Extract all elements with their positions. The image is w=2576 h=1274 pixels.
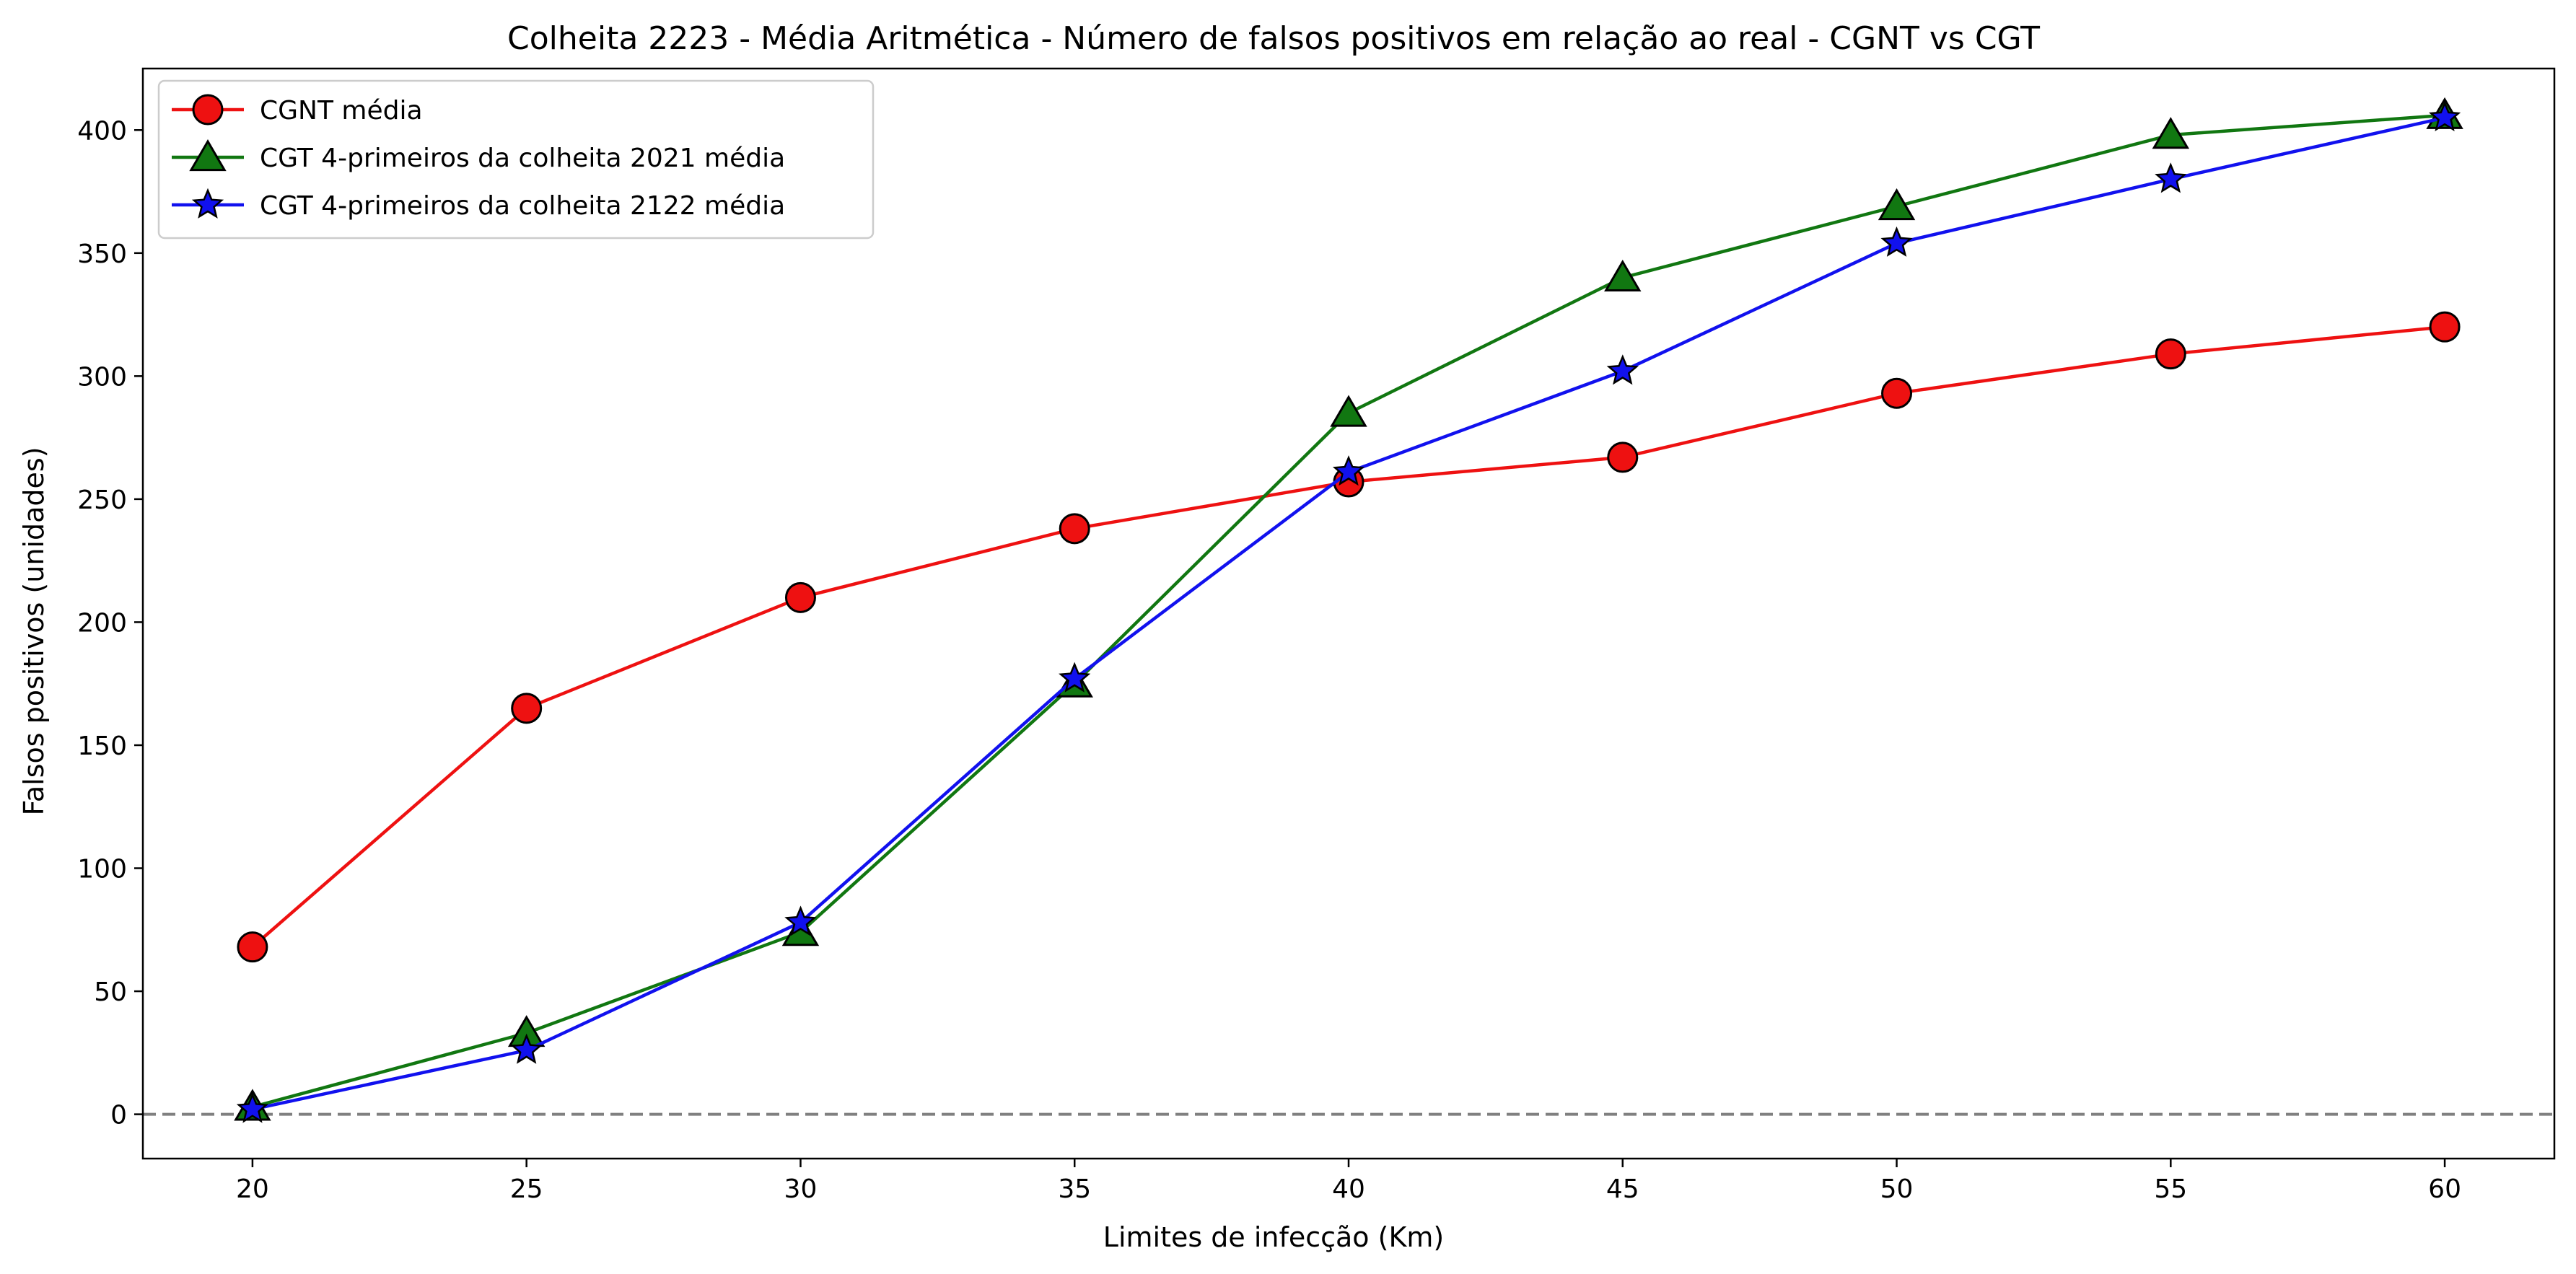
y-tick-label: 50 [94, 978, 127, 1007]
x-tick-label: 55 [2154, 1174, 2187, 1204]
data-point [1607, 441, 1639, 473]
x-tick-label: 35 [1058, 1174, 1091, 1204]
legend-item: CGNT média [172, 94, 423, 126]
data-point [2152, 117, 2190, 149]
data-point [2155, 338, 2186, 370]
y-tick-label: 0 [110, 1101, 127, 1130]
data-point [237, 931, 268, 963]
axis-ticks: 20 25 30 35 40 45 50 55 60 0 50 100 150 200 250 300 350 4… [77, 116, 2461, 1204]
x-tick-label: 60 [2428, 1174, 2461, 1204]
data-point [1604, 259, 1642, 292]
data-point [1059, 662, 1091, 693]
legend: CGNT média CGT 4-primeiros da colheita 20… [157, 79, 875, 240]
data-point [2429, 100, 2461, 132]
legend-label: CGT 4-primeiros da colheita 2021 média [260, 144, 785, 173]
y-tick-label: 350 [77, 240, 127, 269]
data-point [511, 693, 543, 724]
chart-title: Colheita 2223 - Média Aritmética - Númer… [507, 20, 2040, 57]
legend-box [157, 79, 875, 240]
y-tick-label: 250 [77, 486, 127, 515]
y-tick-label: 100 [77, 855, 127, 884]
data-point [1878, 188, 1916, 221]
data-point [1606, 354, 1639, 385]
series-1 [237, 311, 2461, 963]
legend-item: CGT 4-primeiros da colheita 2021 média [172, 139, 785, 173]
series-2 [234, 97, 2463, 1121]
x-tick-label: 40 [1332, 1174, 1365, 1204]
data-point [510, 1033, 543, 1064]
data-point [1881, 377, 1913, 409]
data-point [1059, 513, 1090, 545]
data-point [2429, 311, 2461, 343]
x-tick-label: 30 [784, 1174, 818, 1204]
legend-marker [189, 139, 227, 172]
legend-label: CGNT média [260, 96, 423, 126]
x-tick-label: 50 [1880, 1174, 1914, 1204]
y-tick-label: 400 [77, 116, 127, 146]
series-line [252, 113, 2445, 1109]
x-tick-label: 45 [1606, 1174, 1639, 1204]
legend-marker [191, 188, 224, 219]
data-point [2155, 162, 2187, 193]
legend-label: CGT 4-primeiros da colheita 2122 média [260, 191, 785, 221]
data-point [1880, 226, 1913, 257]
legend-marker [192, 94, 224, 126]
y-axis-label: Falsos positivos (unidades) [18, 447, 50, 815]
data-point [1332, 455, 1365, 486]
y-tick-label: 150 [77, 732, 127, 761]
legend-item: CGT 4-primeiros da colheita 2122 média [172, 188, 785, 221]
x-axis-label: Limites de infecção (Km) [1103, 1221, 1444, 1253]
y-tick-label: 300 [77, 362, 127, 392]
series-3 [236, 100, 2461, 1123]
data-point [236, 1092, 268, 1123]
y-tick-label: 200 [77, 608, 127, 638]
data-point [784, 905, 817, 936]
x-tick-label: 20 [236, 1174, 269, 1204]
x-tick-label: 25 [510, 1174, 543, 1204]
data-point [1330, 395, 1367, 427]
plot-area [143, 97, 2554, 1123]
data-point [784, 581, 816, 613]
series-line [252, 116, 2445, 1111]
